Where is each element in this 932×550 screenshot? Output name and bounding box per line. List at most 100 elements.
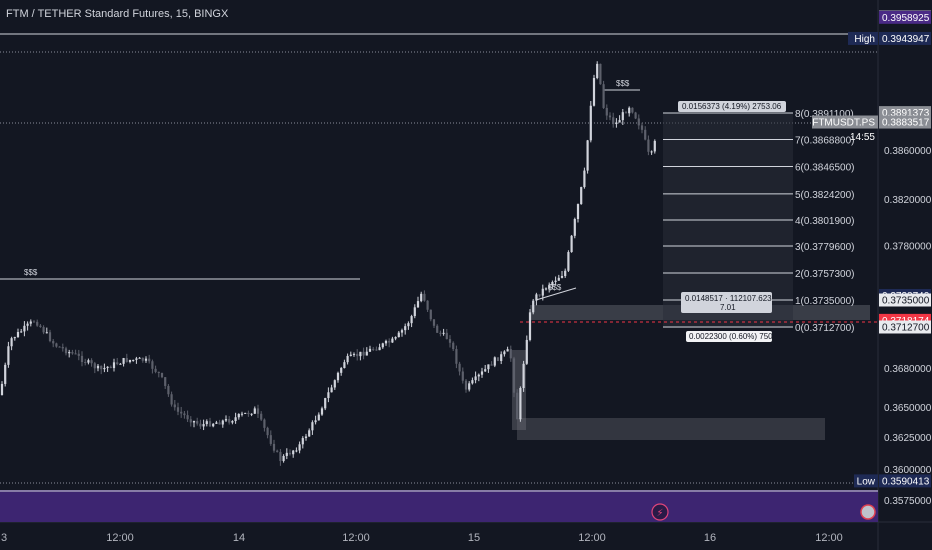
candle-body (413, 307, 416, 317)
candle-body (164, 377, 167, 386)
candle-body (141, 357, 144, 361)
candle-body (512, 358, 516, 393)
candle-body (378, 347, 381, 351)
trend-line-mid (535, 287, 577, 301)
candle-body (468, 383, 471, 390)
candle-body (186, 415, 189, 420)
candle-body (397, 332, 400, 338)
y-tick-label: 0.3860000 (884, 146, 932, 157)
candle-body (218, 422, 221, 425)
candle-body (356, 353, 359, 357)
candle-body (234, 417, 237, 422)
candle-body (330, 387, 333, 393)
candle-body (359, 351, 362, 357)
candle-body (624, 112, 628, 114)
candle-body (170, 394, 173, 405)
candle-body (135, 358, 138, 360)
candle-body (442, 332, 445, 334)
candle-body (93, 363, 96, 369)
fib-level-label: 8(0.3891100) (795, 109, 854, 120)
demand-zone-lower[interactable] (517, 418, 825, 440)
measure-tooltip-top-bg (678, 101, 786, 112)
candle-body (196, 421, 199, 424)
candle-body (532, 300, 535, 313)
candle-body (381, 343, 384, 348)
candle-body (266, 427, 269, 436)
candle-body (592, 78, 596, 106)
flag-icon[interactable] (860, 504, 876, 520)
candle-body (160, 372, 164, 378)
candle-body (573, 219, 576, 236)
candle-body (10, 338, 13, 347)
measure-tooltip-bottom-bg (686, 331, 772, 342)
candle-body (48, 332, 52, 342)
candle-body (272, 443, 276, 451)
candle-body (84, 362, 87, 364)
price-tag-bg (879, 320, 931, 334)
candle-body (61, 347, 64, 349)
candle-body (500, 354, 503, 361)
candle-body (448, 339, 452, 343)
candle-body (628, 107, 631, 114)
candle-body (352, 353, 356, 355)
y-tick-label: 0.3575000 (884, 496, 932, 507)
candle-body (618, 120, 621, 123)
candle-body (167, 385, 170, 395)
candle-body (384, 340, 388, 344)
candle-body (16, 332, 20, 338)
candle-body (106, 366, 109, 368)
candle-body (199, 423, 202, 427)
candle-body (615, 122, 618, 125)
liquidity-label-top: $$$ (616, 79, 630, 88)
price-tag-value: 0.3590413 (882, 476, 930, 487)
candle-body (68, 352, 71, 354)
candle-body (404, 326, 407, 331)
price-tag-value: 0.3883517 (882, 118, 930, 129)
candle-body (544, 288, 548, 290)
fib-level-label: 2(0.3757300) (795, 269, 855, 280)
candle-body (74, 353, 77, 355)
y-axis: 0.3860000 0.3820000 0.3780000 0.3680000 0.36… (884, 146, 932, 507)
candle-body (474, 376, 477, 381)
candle-body (0, 383, 4, 395)
candle-body (301, 438, 304, 445)
candle-body (100, 365, 103, 370)
candle-body (183, 413, 186, 416)
candle-body (525, 339, 528, 364)
fib-extension[interactable]: 0(0.3712700) 1(0.3735000) 2(0.3757300) 3(0.… (663, 109, 855, 334)
lightning-icon[interactable] (651, 503, 669, 521)
y-tick-label: 0.3650000 (884, 403, 932, 414)
candle-body (260, 413, 263, 420)
x-tick-label: 12:00 (815, 532, 843, 544)
candle-body (148, 358, 151, 362)
candle-body (416, 301, 420, 308)
candle-body (372, 348, 375, 350)
candle-body (327, 392, 330, 399)
candle-body (608, 115, 612, 118)
candle-body (605, 107, 608, 116)
candle-body (461, 371, 464, 381)
candle-body (87, 360, 90, 363)
candle-body (71, 352, 74, 354)
candle-body (631, 107, 634, 113)
candle-body (77, 353, 80, 356)
liquidity-label-left: $$$ (24, 268, 38, 277)
x-tick-label: 15 (468, 532, 480, 544)
candle-body (125, 358, 128, 362)
y-tick-label: 0.3625000 (884, 433, 932, 444)
price-tag-bg (879, 10, 931, 24)
fib-level-label: 7(0.3868800) (795, 136, 855, 147)
price-tag-label-bg (812, 115, 878, 129)
candle-body (580, 187, 583, 205)
candle-body (122, 358, 125, 364)
candle-body (269, 435, 272, 444)
candle-body (480, 371, 484, 375)
candle-body (320, 408, 324, 415)
price-tag-label-bg (854, 474, 878, 488)
candle-body (583, 170, 586, 188)
price-tag-value: 0.3735000 (882, 296, 930, 307)
session-band (0, 490, 878, 522)
price-tag-label-bg (848, 31, 878, 45)
candle-body (640, 125, 644, 130)
